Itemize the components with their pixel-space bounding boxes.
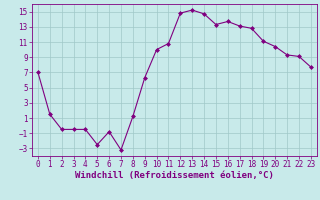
X-axis label: Windchill (Refroidissement éolien,°C): Windchill (Refroidissement éolien,°C) [75, 171, 274, 180]
